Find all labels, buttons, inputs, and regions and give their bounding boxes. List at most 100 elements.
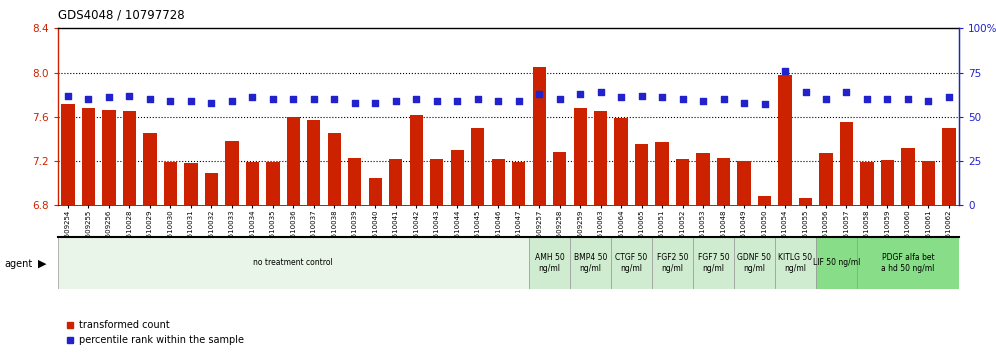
Bar [717, 158, 730, 205]
Point [818, 96, 834, 102]
Bar [287, 117, 300, 205]
Point [183, 98, 199, 104]
Point [674, 96, 690, 102]
Point [879, 96, 895, 102]
Point [511, 98, 527, 104]
Point [368, 100, 383, 105]
Bar [184, 163, 197, 205]
Bar [737, 161, 751, 205]
Point [408, 96, 424, 102]
Bar [163, 162, 177, 205]
Bar [734, 237, 775, 289]
Point [695, 98, 711, 104]
Point [531, 91, 547, 97]
Bar [861, 162, 873, 205]
Bar [820, 153, 833, 205]
Point [900, 96, 916, 102]
Bar [512, 162, 525, 205]
Text: KITLG 50
ng/ml: KITLG 50 ng/ml [778, 253, 813, 273]
Point [859, 96, 874, 102]
Text: AMH 50
ng/ml: AMH 50 ng/ml [535, 253, 565, 273]
Text: ▶: ▶ [38, 259, 47, 269]
Bar [450, 150, 464, 205]
Point [265, 96, 281, 102]
Text: PDGF alfa bet
a hd 50 ng/ml: PDGF alfa bet a hd 50 ng/ml [881, 253, 934, 273]
Point [306, 96, 322, 102]
Point [203, 100, 219, 105]
Text: GDNF 50
ng/ml: GDNF 50 ng/ml [737, 253, 771, 273]
Point [470, 96, 486, 102]
Bar [328, 133, 341, 205]
Bar [103, 110, 116, 205]
Bar [123, 111, 136, 205]
Bar [143, 133, 156, 205]
Bar [570, 237, 611, 289]
Point [798, 89, 814, 95]
Text: agent: agent [4, 259, 32, 269]
Point [429, 98, 445, 104]
Bar [492, 159, 505, 205]
Point [244, 95, 260, 100]
Bar [409, 115, 423, 205]
Bar [471, 128, 484, 205]
Point [162, 98, 178, 104]
Bar [594, 111, 608, 205]
Bar [533, 67, 546, 205]
Bar [349, 158, 362, 205]
Point [736, 100, 752, 105]
Point [142, 96, 158, 102]
Point [593, 89, 609, 95]
Bar [651, 237, 693, 289]
Point [839, 89, 855, 95]
Bar [205, 173, 218, 205]
Bar [857, 237, 959, 289]
Point [347, 100, 363, 105]
Text: CTGF 50
ng/ml: CTGF 50 ng/ml [616, 253, 647, 273]
Bar [840, 122, 854, 205]
Bar [693, 237, 734, 289]
Point [715, 96, 731, 102]
Bar [921, 161, 935, 205]
Bar [901, 148, 914, 205]
Bar [82, 108, 96, 205]
Bar [778, 75, 792, 205]
Bar [62, 104, 75, 205]
Point [327, 96, 343, 102]
Bar [696, 153, 710, 205]
Point [757, 102, 773, 107]
Bar [266, 162, 280, 205]
Point [387, 98, 403, 104]
Bar [430, 159, 443, 205]
Bar [58, 237, 529, 289]
Point [614, 95, 629, 100]
Legend: transformed count, percentile rank within the sample: transformed count, percentile rank withi… [63, 316, 248, 349]
Point [941, 95, 957, 100]
Bar [529, 237, 570, 289]
Point [101, 95, 117, 100]
Point [60, 93, 76, 98]
Bar [942, 128, 955, 205]
Text: BMP4 50
ng/ml: BMP4 50 ng/ml [574, 253, 608, 273]
Text: LIF 50 ng/ml: LIF 50 ng/ml [813, 258, 860, 267]
Bar [225, 141, 239, 205]
Bar [676, 159, 689, 205]
Bar [816, 237, 857, 289]
Bar [880, 160, 894, 205]
Point [286, 96, 302, 102]
Point [777, 68, 793, 74]
Bar [635, 144, 648, 205]
Point [449, 98, 465, 104]
Point [81, 96, 97, 102]
Text: GDS4048 / 10797728: GDS4048 / 10797728 [58, 9, 184, 22]
Point [490, 98, 506, 104]
Bar [307, 120, 321, 205]
Point [552, 96, 568, 102]
Bar [574, 108, 587, 205]
Bar [389, 159, 402, 205]
Bar [369, 178, 381, 205]
Bar [799, 198, 812, 205]
Bar [615, 118, 627, 205]
Point [633, 93, 649, 98]
Text: FGF2 50
ng/ml: FGF2 50 ng/ml [656, 253, 688, 273]
Bar [611, 237, 651, 289]
